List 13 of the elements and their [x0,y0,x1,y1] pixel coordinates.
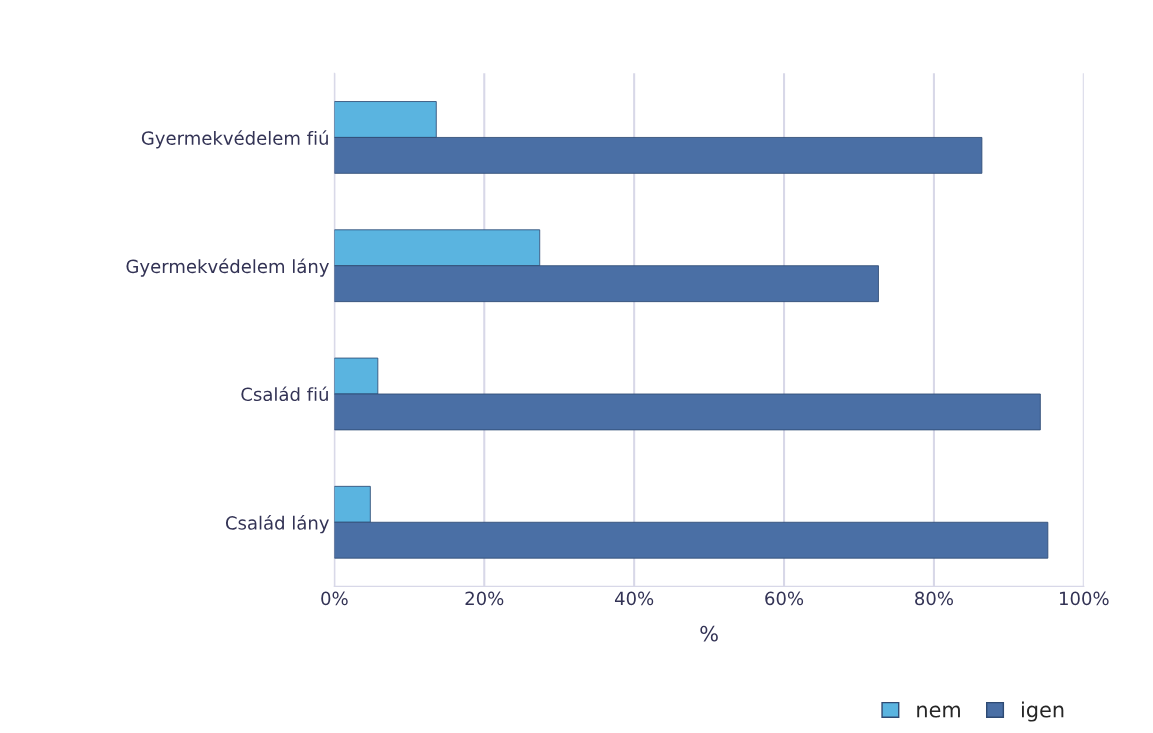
x-tick-label: 40% [614,591,654,606]
x-tick-label: 100% [1059,591,1109,606]
y-tick-label: Gyermekvédelem lány [126,258,329,277]
y-tick-label: Gyermekvédelem fiú [141,130,328,149]
legend-label: igen [1022,701,1064,722]
x-tick-label: 20% [465,591,504,606]
x-tick-label: 80% [915,591,953,606]
y-tick-label: Család fiú [241,386,328,402]
y-tick-label: Család lány [225,515,329,534]
x-tick-label: 60% [765,591,804,606]
x-tick-label: 0% [321,591,348,606]
legend-label: nem [917,705,960,718]
x-axis-title: % [700,625,718,642]
